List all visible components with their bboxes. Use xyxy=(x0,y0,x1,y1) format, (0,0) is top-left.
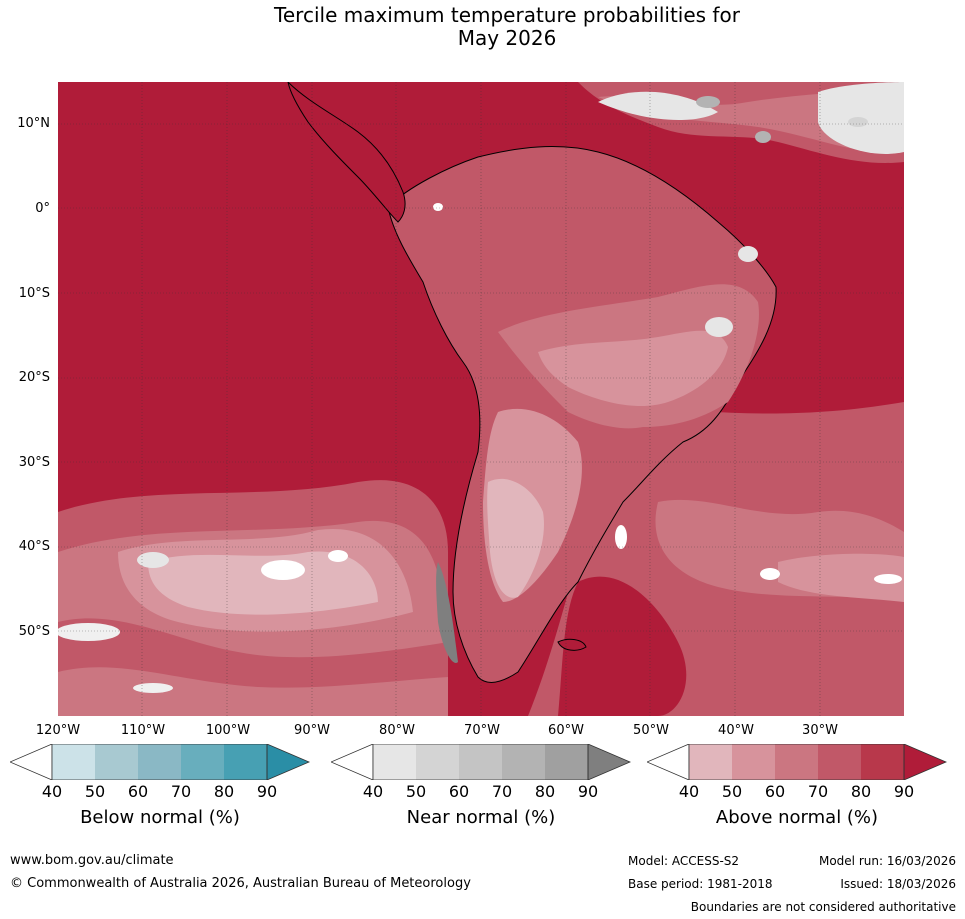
colorbar-bin xyxy=(818,744,861,780)
lon-label-120w: 120°W xyxy=(35,723,81,738)
base-period-text: Base period: 1981-2018 xyxy=(628,877,773,891)
lon-label-30w: 30°W xyxy=(802,723,838,738)
above-normal-tick: 60 xyxy=(764,782,786,801)
below-normal-tick: 80 xyxy=(213,782,235,801)
near-normal-colorbar xyxy=(331,744,631,780)
lat-label-50s: 50°S xyxy=(18,624,50,639)
below-normal-tick: 90 xyxy=(256,782,278,801)
colorbar-extend-high xyxy=(903,744,947,780)
lat-label-40s: 40°S xyxy=(18,539,50,554)
above-normal-tick: 40 xyxy=(678,782,700,801)
lon-label-90w: 90°W xyxy=(294,723,330,738)
below-normal-colorbar xyxy=(10,744,310,780)
lon-label-60w: 60°W xyxy=(548,723,584,738)
near-normal-patch xyxy=(133,683,173,693)
southern-ocean-band-50 xyxy=(148,551,378,615)
near-normal-patch xyxy=(137,552,169,568)
near-normal-patch xyxy=(261,560,305,580)
map-canvas xyxy=(58,82,904,716)
above-normal-tick: 90 xyxy=(893,782,915,801)
below-normal-label: Below normal (%) xyxy=(80,807,240,828)
south-atlantic-core-90 xyxy=(558,576,687,716)
below-normal-tick: 50 xyxy=(84,782,106,801)
near-normal-tick: 40 xyxy=(362,782,384,801)
colorbar-bin xyxy=(138,744,181,780)
near-normal-core xyxy=(755,131,771,143)
near-normal-patch xyxy=(615,525,627,549)
website-link[interactable]: www.bom.gov.au/climate xyxy=(10,853,174,868)
below-normal-tick: 60 xyxy=(127,782,149,801)
lon-label-70w: 70°W xyxy=(464,723,500,738)
colorbar-bin xyxy=(502,744,545,780)
title-line-1: Tercile maximum temperature probabilitie… xyxy=(274,3,740,27)
near-normal-tick: 70 xyxy=(491,782,513,801)
near-normal-patch xyxy=(738,246,758,262)
colorbar-bin xyxy=(689,744,732,780)
graticule xyxy=(58,82,904,716)
near-normal-patch xyxy=(433,203,443,211)
lon-label-50w: 50°W xyxy=(633,723,669,738)
colorbar-extend-low xyxy=(10,744,53,780)
lon-label-100w: 100°W xyxy=(205,723,251,738)
colorbar-extend-low xyxy=(647,744,690,780)
colorbar-bin xyxy=(95,744,138,780)
lat-label-30s: 30°S xyxy=(18,455,50,470)
copyright-text: © Commonwealth of Australia 2026, Austra… xyxy=(10,876,471,891)
colorbar-bin xyxy=(775,744,818,780)
andes-near-normal-strip xyxy=(436,562,458,663)
near-normal-patch xyxy=(705,317,733,337)
map-title: Tercile maximum temperature probabilitie… xyxy=(0,4,965,50)
near-normal-tick: 50 xyxy=(405,782,427,801)
land-zone-50 xyxy=(487,478,544,598)
near-normal-patch xyxy=(760,568,780,580)
near-normal-tick: 60 xyxy=(448,782,470,801)
colorbar-bin xyxy=(732,744,775,780)
falkland-islands xyxy=(557,638,587,651)
model-run-text: Model run: 16/03/2026 xyxy=(818,854,956,868)
colorbar-bin xyxy=(52,744,95,780)
lat-label-20s: 20°S xyxy=(18,370,50,385)
near-normal-patch xyxy=(328,550,348,562)
near-normal-tick: 90 xyxy=(577,782,599,801)
colorbar-extend-high xyxy=(587,744,631,780)
probability-map xyxy=(58,82,904,716)
southern-ocean-bottom-band xyxy=(58,667,448,716)
near-normal-core xyxy=(696,96,720,108)
lon-label-110w: 110°W xyxy=(120,723,166,738)
near-normal-tick: 80 xyxy=(534,782,556,801)
near-normal-label: Near normal (%) xyxy=(406,807,556,828)
title-line-2: May 2026 xyxy=(457,26,557,50)
south-atlantic-band-60 xyxy=(778,553,904,602)
below-normal-tick: 40 xyxy=(41,782,63,801)
colorbar-bin xyxy=(459,744,502,780)
below-normal-tick: 70 xyxy=(170,782,192,801)
lat-label-10n: 10°N xyxy=(17,116,50,131)
colorbar-bin xyxy=(861,744,904,780)
above-normal-tick: 50 xyxy=(721,782,743,801)
colorbar-extend-low xyxy=(331,744,374,780)
central-america-land xyxy=(287,82,406,223)
near-normal-patch xyxy=(58,623,120,641)
lon-label-40w: 40°W xyxy=(718,723,754,738)
colorbar-bin xyxy=(181,744,224,780)
near-normal-patch xyxy=(874,574,902,584)
colorbar-bin xyxy=(545,744,588,780)
colorbar-extend-high xyxy=(266,744,310,780)
land-zone-60 xyxy=(538,330,728,407)
near-normal-core xyxy=(848,117,868,127)
model-text: Model: ACCESS-S2 xyxy=(628,854,740,868)
above-normal-colorbar xyxy=(647,744,947,780)
colorbar-bin xyxy=(224,744,267,780)
lon-label-80w: 80°W xyxy=(379,723,415,738)
above-normal-tick: 70 xyxy=(807,782,829,801)
near-normal-region xyxy=(598,91,718,121)
above-normal-label: Above normal (%) xyxy=(715,807,879,828)
lat-label-10s: 10°S xyxy=(18,286,50,301)
disclaimer-text: Boundaries are not considered authoritat… xyxy=(690,900,956,914)
lat-label-0: 0° xyxy=(35,201,50,216)
issued-text: Issued: 18/03/2026 xyxy=(840,877,956,891)
colorbar-bin xyxy=(373,744,416,780)
colorbar-bin xyxy=(416,744,459,780)
above-normal-tick: 80 xyxy=(850,782,872,801)
